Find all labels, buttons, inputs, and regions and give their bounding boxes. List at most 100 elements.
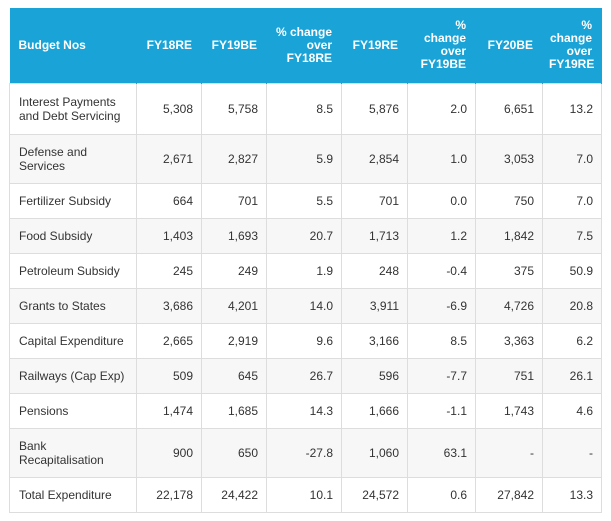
table-cell: 13.3 xyxy=(542,476,602,513)
budget-table-container: Budget Nos FY18RE FY19BE % change over F… xyxy=(9,8,602,513)
table-cell: 1,666 xyxy=(341,392,408,429)
table-cell: 26.1 xyxy=(542,357,602,394)
table-cell: 5,308 xyxy=(136,82,202,135)
table-cell: 22,178 xyxy=(136,476,202,513)
table-cell: 2.0 xyxy=(407,82,476,135)
row-label: Defense and Services xyxy=(9,133,137,184)
header-fy18re: FY18RE xyxy=(136,8,202,83)
table-cell: 14.3 xyxy=(266,392,342,429)
table-cell: 3,911 xyxy=(341,287,408,324)
table-row: Pensions 1,474 1,685 14.3 1,666 -1.1 1,743 4.6 xyxy=(9,392,602,429)
table-row: Fertilizer Subsidy 664 701 5.5 701 0.0 750 7.0 xyxy=(9,182,602,219)
table-cell: 664 xyxy=(136,182,202,219)
table-cell: 245 xyxy=(136,252,202,289)
table-cell: 1,060 xyxy=(341,427,408,478)
row-label: Food Subsidy xyxy=(9,217,137,254)
table-cell: 645 xyxy=(201,357,267,394)
table-cell: 2,854 xyxy=(341,133,408,184)
row-label: Bank Recapitalisation xyxy=(9,427,137,478)
table-body: Interest Payments and Debt Servicing 5,30… xyxy=(9,82,602,513)
table-cell: 248 xyxy=(341,252,408,289)
table-cell: 10.1 xyxy=(266,476,342,513)
row-label: Petroleum Subsidy xyxy=(9,252,137,289)
table-cell: 3,686 xyxy=(136,287,202,324)
table-cell: 6,651 xyxy=(475,82,543,135)
row-label: Pensions xyxy=(9,392,137,429)
table-cell: 7.0 xyxy=(542,182,602,219)
header-change-over-fy18re: % change over FY18RE xyxy=(266,8,342,83)
table-cell: 1,842 xyxy=(475,217,543,254)
table-cell: 0.6 xyxy=(407,476,476,513)
table-cell: 2,919 xyxy=(201,322,267,359)
table-cell: 2,671 xyxy=(136,133,202,184)
table-cell: -1.1 xyxy=(407,392,476,429)
header-change-over-fy19be: % change over FY19BE xyxy=(407,8,476,83)
table-cell: 5.9 xyxy=(266,133,342,184)
table-cell: 20.7 xyxy=(266,217,342,254)
table-cell: 26.7 xyxy=(266,357,342,394)
header-fy20be: FY20BE xyxy=(475,8,543,83)
table-row: Petroleum Subsidy 245 249 1.9 248 -0.4 375 50.9 xyxy=(9,252,602,289)
table-cell: 375 xyxy=(475,252,543,289)
table-cell: 3,053 xyxy=(475,133,543,184)
table-cell: 1,713 xyxy=(341,217,408,254)
table-cell: 24,572 xyxy=(341,476,408,513)
table-cell: 5,758 xyxy=(201,82,267,135)
table-row: Interest Payments and Debt Servicing 5,30… xyxy=(9,82,602,135)
table-cell: 3,363 xyxy=(475,322,543,359)
table-cell: 751 xyxy=(475,357,543,394)
header-budget-nos: Budget Nos xyxy=(9,8,137,83)
table-header-row: Budget Nos FY18RE FY19BE % change over F… xyxy=(9,8,602,83)
row-label: Railways (Cap Exp) xyxy=(9,357,137,394)
table-cell: 8.5 xyxy=(266,82,342,135)
table-cell: 1,474 xyxy=(136,392,202,429)
table-cell: -6.9 xyxy=(407,287,476,324)
row-label: Capital Expenditure xyxy=(9,322,137,359)
table-cell: - xyxy=(542,427,602,478)
table-cell: 5,876 xyxy=(341,82,408,135)
table-cell: 9.6 xyxy=(266,322,342,359)
table-cell: 750 xyxy=(475,182,543,219)
table-cell: 1,685 xyxy=(201,392,267,429)
table-cell: 701 xyxy=(201,182,267,219)
table-cell: 63.1 xyxy=(407,427,476,478)
table-cell: 7.5 xyxy=(542,217,602,254)
table-cell: 1,693 xyxy=(201,217,267,254)
budget-table: Budget Nos FY18RE FY19BE % change over F… xyxy=(9,8,602,513)
table-cell: -27.8 xyxy=(266,427,342,478)
table-cell: 701 xyxy=(341,182,408,219)
table-cell: 4.6 xyxy=(542,392,602,429)
table-cell: 1,743 xyxy=(475,392,543,429)
table-cell: 1.2 xyxy=(407,217,476,254)
table-cell: 27,842 xyxy=(475,476,543,513)
header-change-over-fy19re: % change over FY19RE xyxy=(542,8,602,83)
table-row: Railways (Cap Exp) 509 645 26.7 596 -7.7 751 26… xyxy=(9,357,602,394)
table-cell: 3,166 xyxy=(341,322,408,359)
table-row: Defense and Services 2,671 2,827 5.9 2,854 1.… xyxy=(9,133,602,184)
table-row: Bank Recapitalisation 900 650 -27.8 1,060 63.… xyxy=(9,427,602,478)
table-cell: 50.9 xyxy=(542,252,602,289)
table-cell: 0.0 xyxy=(407,182,476,219)
table-cell: 509 xyxy=(136,357,202,394)
table-cell: 13.2 xyxy=(542,82,602,135)
table-row: Total Expenditure 22,178 24,422 10.1 24,572 0… xyxy=(9,476,602,513)
table-row: Food Subsidy 1,403 1,693 20.7 1,713 1.2 1,842 7… xyxy=(9,217,602,254)
table-cell: 2,665 xyxy=(136,322,202,359)
table-cell: 249 xyxy=(201,252,267,289)
table-cell: 596 xyxy=(341,357,408,394)
table-cell: 6.2 xyxy=(542,322,602,359)
table-cell: 24,422 xyxy=(201,476,267,513)
table-cell: 650 xyxy=(201,427,267,478)
row-label: Grants to States xyxy=(9,287,137,324)
table-cell: 1,403 xyxy=(136,217,202,254)
row-label: Interest Payments and Debt Servicing xyxy=(9,82,137,135)
table-cell: 4,201 xyxy=(201,287,267,324)
table-cell: 8.5 xyxy=(407,322,476,359)
table-cell: 4,726 xyxy=(475,287,543,324)
row-label: Total Expenditure xyxy=(9,476,137,513)
header-fy19re: FY19RE xyxy=(341,8,408,83)
table-cell: 20.8 xyxy=(542,287,602,324)
table-cell: 900 xyxy=(136,427,202,478)
table-row: Grants to States 3,686 4,201 14.0 3,911 -6.9 4… xyxy=(9,287,602,324)
table-cell: 7.0 xyxy=(542,133,602,184)
